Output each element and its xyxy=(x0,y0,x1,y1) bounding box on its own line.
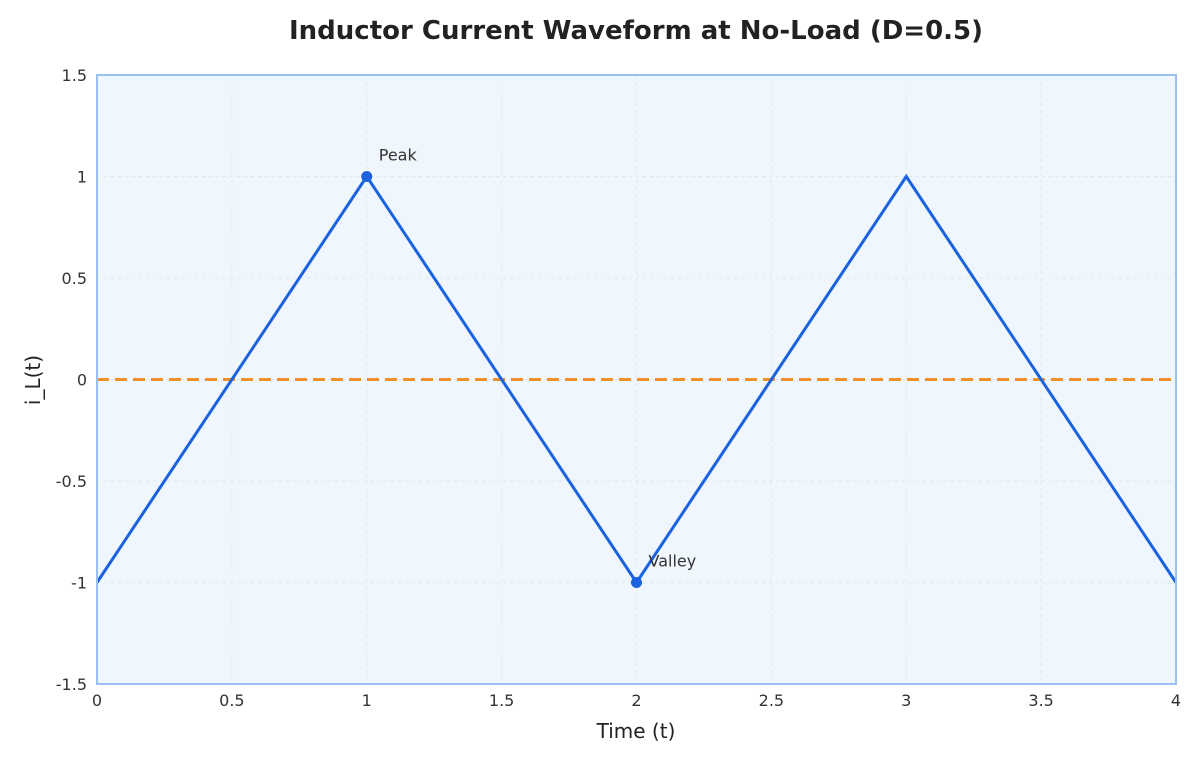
y-tick-label: 0.5 xyxy=(62,269,87,288)
annotation-peak: Peak xyxy=(379,146,418,165)
x-axis-label: Time (t) xyxy=(596,719,676,743)
y-tick-label: -0.5 xyxy=(56,472,87,491)
y-axis-ticks: -1.5 -1 -0.5 0 0.5 1 1.5 xyxy=(56,66,87,694)
y-tick-label: 1.5 xyxy=(62,66,87,85)
marker-valley xyxy=(631,577,642,588)
y-axis-label: i_L(t) xyxy=(21,355,45,405)
chart-title: Inductor Current Waveform at No-Load (D=… xyxy=(289,16,983,46)
x-tick-label: 0 xyxy=(92,691,102,710)
marker-peak xyxy=(361,171,373,182)
y-tick-label: -1 xyxy=(71,574,87,593)
x-tick-label: 4 xyxy=(1171,691,1181,710)
axes-border xyxy=(96,74,1177,685)
x-tick-label: 1 xyxy=(362,691,372,710)
y-tick-label: -1.5 xyxy=(56,675,87,694)
y-tick-label: 0 xyxy=(77,371,87,390)
x-tick-label: 2 xyxy=(631,691,641,710)
annotations: Peak Valley xyxy=(361,146,697,588)
x-tick-label: 0.5 xyxy=(219,691,244,710)
x-tick-label: 2.5 xyxy=(759,691,784,710)
x-tick-label: 1.5 xyxy=(489,691,514,710)
annotation-valley: Valley xyxy=(649,552,697,571)
x-tick-label: 3.5 xyxy=(1028,691,1053,710)
x-axis-ticks: 0 0.5 1 1.5 2 2.5 3 3.5 4 xyxy=(92,691,1181,710)
y-tick-label: 1 xyxy=(77,168,87,187)
x-tick-label: 3 xyxy=(901,691,911,710)
